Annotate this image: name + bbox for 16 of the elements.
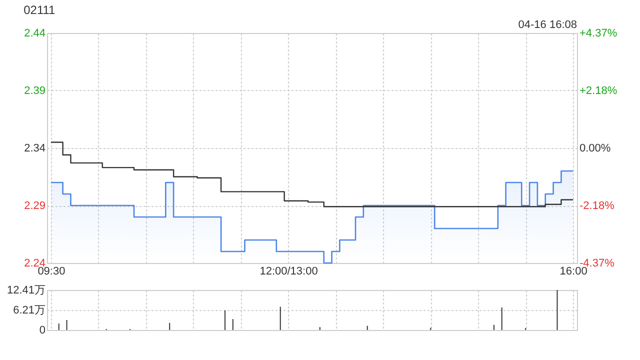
y2-tick-label: +4.37% [580,28,618,40]
y2-tick-label: -2.18% [580,200,615,212]
text: 04-16 16:08 [518,19,577,31]
y2-tick-label: +2.18% [580,85,618,98]
y-tick-label: 6.21万 [13,304,46,316]
x-tick-label: 12:00/13:00 [260,266,318,278]
chart-title: 02111 [24,3,56,17]
y-tick-label: 2.39 [24,85,46,97]
y-tick-label: 2.29 [24,200,46,212]
y-tick-label: 2.34 [24,142,46,154]
y-tick-label: 0 [39,324,46,336]
y-tick-label: 2.44 [24,28,46,40]
y2-tick-label: 0.00% [580,142,611,154]
x-tick-label: 09:30 [38,266,66,278]
x-tick-label: 16:00 [560,266,588,278]
y-tick-label: 12.41万 [6,284,46,296]
